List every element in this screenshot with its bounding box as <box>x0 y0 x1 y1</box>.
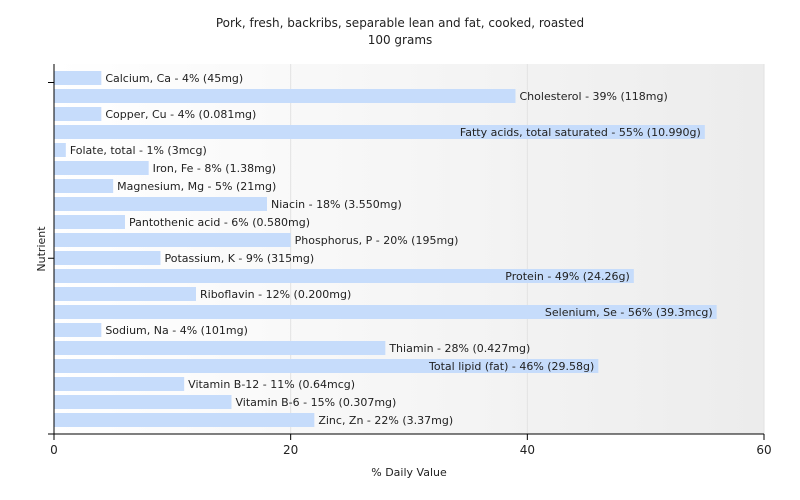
bar <box>54 413 315 427</box>
bar-label: Total lipid (fat) - 46% (29.58g) <box>428 360 594 373</box>
bar <box>54 197 267 211</box>
bar-label: Selenium, Se - 56% (39.3mcg) <box>545 306 713 319</box>
bar-label: Vitamin B-12 - 11% (0.64mcg) <box>188 378 355 391</box>
bar-label: Copper, Cu - 4% (0.081mg) <box>105 108 256 121</box>
bar-label: Zinc, Zn - 22% (3.37mg) <box>318 414 453 427</box>
bar <box>54 161 149 175</box>
bar <box>54 179 114 193</box>
bar <box>54 287 196 301</box>
bar-label: Thiamin - 28% (0.427mg) <box>388 342 530 355</box>
bar-label: Cholesterol - 39% (118mg) <box>520 90 668 103</box>
x-tick-label: 0 <box>50 443 58 457</box>
bar-label: Calcium, Ca - 4% (45mg) <box>105 72 243 85</box>
bar-label: Vitamin B-6 - 15% (0.307mg) <box>236 396 397 409</box>
bar <box>54 269 634 283</box>
bar <box>54 107 102 121</box>
y-axis-title: Nutrient <box>35 226 48 272</box>
bar-label: Potassium, K - 9% (315mg) <box>165 252 315 265</box>
x-tick-label: 60 <box>756 443 771 457</box>
bar <box>54 251 161 265</box>
x-tick-label: 20 <box>283 443 298 457</box>
bar <box>54 341 386 355</box>
bar-label: Magnesium, Mg - 5% (21mg) <box>117 180 276 193</box>
bar <box>54 395 232 409</box>
bar <box>54 89 516 103</box>
bar <box>54 215 125 229</box>
bar <box>54 125 705 139</box>
bar-label: Sodium, Na - 4% (101mg) <box>105 324 248 337</box>
bar-label: Folate, total - 1% (3mcg) <box>70 144 207 157</box>
chart-subtitle: 100 grams <box>368 33 433 47</box>
bar-label: Phosphorus, P - 20% (195mg) <box>295 234 459 247</box>
bar <box>54 305 717 319</box>
bar-label: Pantothenic acid - 6% (0.580mg) <box>129 216 310 229</box>
bar <box>54 359 599 373</box>
bar <box>54 143 66 157</box>
bar-label: Riboflavin - 12% (0.200mg) <box>200 288 351 301</box>
y-axis-ticks <box>48 82 54 435</box>
bar-label: Niacin - 18% (3.550mg) <box>271 198 402 211</box>
bar-label: Iron, Fe - 8% (1.38mg) <box>153 162 276 175</box>
bar-label: Protein - 49% (24.26g) <box>505 270 630 283</box>
bar <box>54 71 102 85</box>
x-axis-ticks: 0 20 40 60 <box>50 434 772 457</box>
bar-label: Fatty acids, total saturated - 55% (10.9… <box>460 126 701 139</box>
x-axis-title: % Daily Value <box>371 466 447 479</box>
bars-group: Calcium, Ca - 4% (45mg) Cholesterol - 39%… <box>54 71 717 427</box>
chart-title: Pork, fresh, backribs, separable lean an… <box>216 16 584 30</box>
x-tick-label: 40 <box>520 443 535 457</box>
bar <box>54 233 291 247</box>
bar <box>54 323 102 337</box>
bar <box>54 377 185 391</box>
